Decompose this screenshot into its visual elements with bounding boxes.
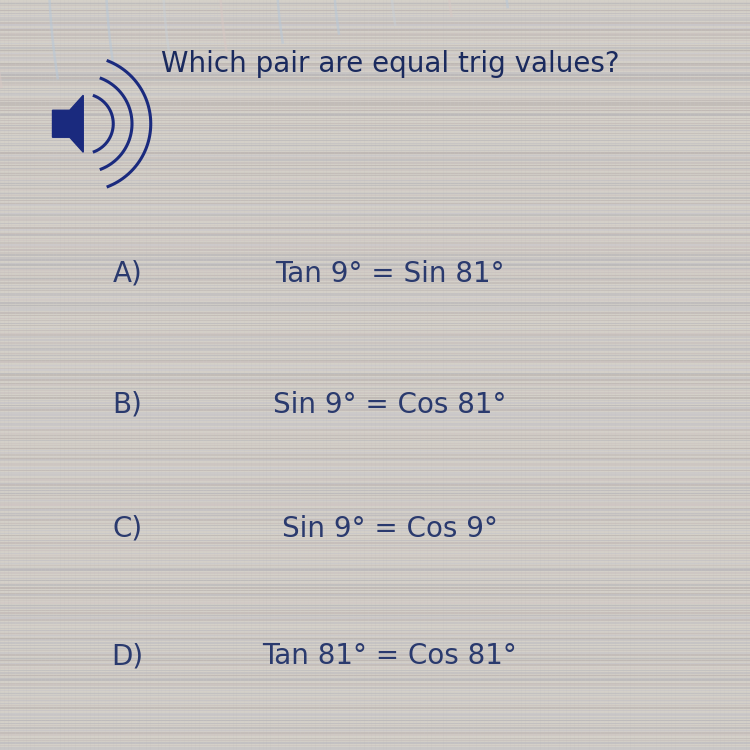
Text: Sin 9° = Cos 81°: Sin 9° = Cos 81° [273,391,507,419]
Text: Which pair are equal trig values?: Which pair are equal trig values? [160,50,620,78]
Text: B): B) [112,391,142,419]
Polygon shape [53,95,83,152]
Text: D): D) [112,642,143,670]
Text: Tan 81° = Cos 81°: Tan 81° = Cos 81° [262,642,518,670]
Text: C): C) [112,514,142,543]
Text: Tan 9° = Sin 81°: Tan 9° = Sin 81° [275,260,505,288]
Text: A): A) [112,260,142,288]
Text: Sin 9° = Cos 9°: Sin 9° = Cos 9° [282,514,498,543]
